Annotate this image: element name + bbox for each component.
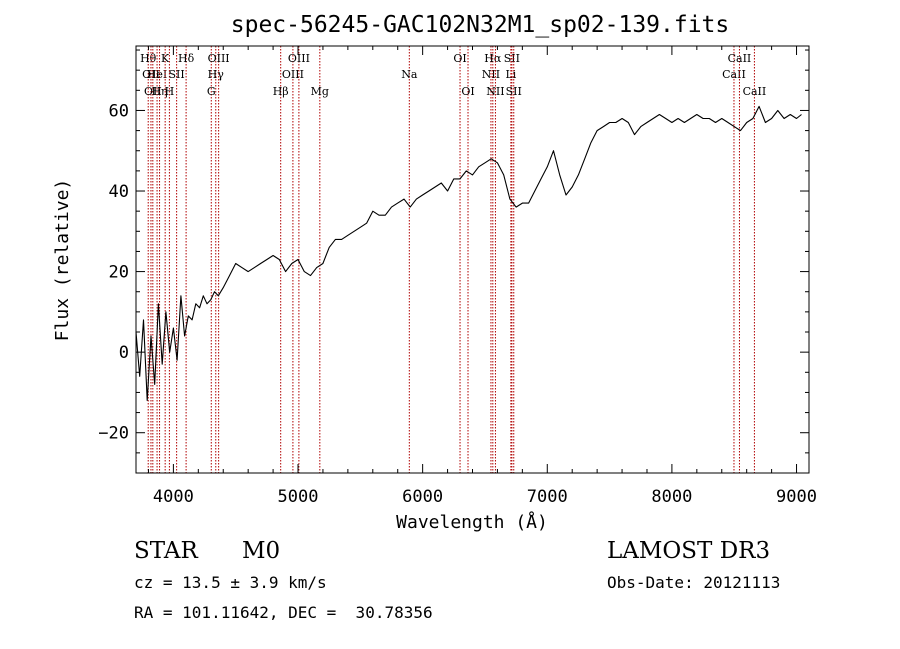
line-label: NII xyxy=(482,68,500,81)
line-label: Hα xyxy=(484,52,502,65)
y-tick-label: 0 xyxy=(119,343,129,363)
line-label: CaII xyxy=(728,52,752,65)
x-tick-label: 5000 xyxy=(278,487,319,507)
sky-coordinates: RA = 101.11642, DEC = 30.78356 xyxy=(134,603,433,622)
y-tick-label: 40 xyxy=(109,182,129,202)
line-label: OI xyxy=(453,52,466,65)
line-label: Hβ xyxy=(273,85,289,98)
line-label: OIII xyxy=(288,52,310,65)
line-label: Li xyxy=(505,68,516,81)
line-label: NII xyxy=(486,85,504,98)
line-label: Hη xyxy=(151,85,167,98)
survey-name: LAMOST DR3 xyxy=(607,538,771,564)
axes: 4000 5000 6000 7000 8000 9000 −20 0 20 40 60 xyxy=(98,46,817,507)
x-tick-label: 4000 xyxy=(153,487,194,507)
x-tick-label: 7000 xyxy=(527,487,568,507)
line-label: Hθ xyxy=(140,52,157,65)
emission-line-markers: HθOIIOIIHeIHηKHSIIHδGHγOIIIHβOIIIOIIIMgN… xyxy=(140,46,766,473)
redshift-velocity: cz = 13.5 ± 3.9 km/s xyxy=(134,573,327,592)
spectrum-series xyxy=(135,105,802,402)
line-label: Mg xyxy=(311,85,329,98)
x-tick-label: 8000 xyxy=(651,487,692,507)
y-tick-label: −20 xyxy=(98,424,129,444)
line-label: OI xyxy=(461,85,474,98)
line-label: H xyxy=(165,85,175,98)
line-label: CaII xyxy=(722,68,746,81)
y-tick-label: 60 xyxy=(109,101,129,121)
line-label: SII xyxy=(169,68,185,81)
x-axis-label: Wavelength (Å) xyxy=(396,511,548,533)
y-tick-label: 20 xyxy=(109,263,129,283)
x-tick-label: 6000 xyxy=(402,487,443,507)
line-label: Hδ xyxy=(178,52,195,65)
line-label: OIII xyxy=(282,68,304,81)
y-axis-label: Flux (relative) xyxy=(52,179,73,342)
line-label: Na xyxy=(401,68,418,81)
line-label: K xyxy=(161,52,170,65)
line-label: OIII xyxy=(208,52,230,65)
line-label: SII xyxy=(506,85,522,98)
line-label: OII xyxy=(142,68,160,81)
chart-title: spec-56245-GAC102N32M1_sp02-139.fits xyxy=(231,12,730,38)
line-label: G xyxy=(207,85,216,98)
line-label: HeI xyxy=(147,68,167,81)
line-label: CaII xyxy=(743,85,767,98)
object-class: STAR xyxy=(134,538,198,564)
object-subclass: M0 xyxy=(242,538,281,564)
observation-date: Obs-Date: 20121113 xyxy=(607,573,781,592)
spectrum-line xyxy=(135,105,802,402)
line-label: SII xyxy=(504,52,520,65)
line-label: Hγ xyxy=(208,68,225,81)
x-tick-label: 9000 xyxy=(776,487,817,507)
plot-frame xyxy=(135,45,810,474)
